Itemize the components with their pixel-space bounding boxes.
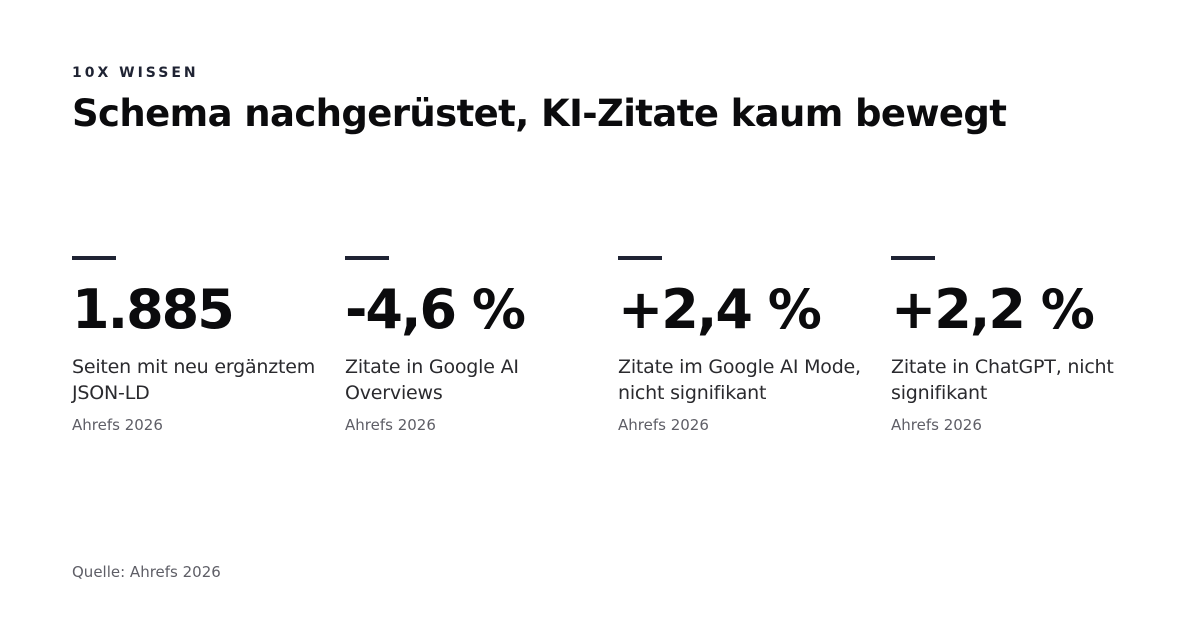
stat-value: -4,6 % [345,278,526,341]
stat-source: Ahrefs 2026 [72,416,163,434]
stat-source: Ahrefs 2026 [891,416,982,434]
stat-source: Ahrefs 2026 [345,416,436,434]
stat-divider [618,256,662,260]
page-title: Schema nachgerüstet, KI-Zitate kaum bewe… [72,92,1007,135]
stat-divider [345,256,389,260]
stat-source: Ahrefs 2026 [618,416,709,434]
stat-label: Zitate in Google AI Overviews [345,356,519,404]
stat-label: Zitate in ChatGPT, nicht signifikant [891,356,1114,404]
footer-source: Quelle: Ahrefs 2026 [72,563,221,581]
eyebrow-label: 10X WISSEN [72,65,199,81]
stat-card-pages: 1.885 Seiten mit neu ergänztem JSON-LD A… [72,256,327,434]
stat-card-chatgpt: +2,2 % Zitate in ChatGPT, nicht signifik… [891,256,1146,434]
stat-value: +2,2 % [891,278,1095,341]
stat-value: +2,4 % [618,278,822,341]
stat-label: Zitate im Google AI Mode, nicht signifik… [618,356,861,404]
stat-value: 1.885 [72,278,235,341]
stat-card-ai-overviews: -4,6 % Zitate in Google AI Overviews Ahr… [345,256,600,434]
stat-label: Seiten mit neu ergänztem JSON-LD [72,356,316,404]
stat-card-ai-mode: +2,4 % Zitate im Google AI Mode, nicht s… [618,256,873,434]
stat-divider [72,256,116,260]
stat-divider [891,256,935,260]
